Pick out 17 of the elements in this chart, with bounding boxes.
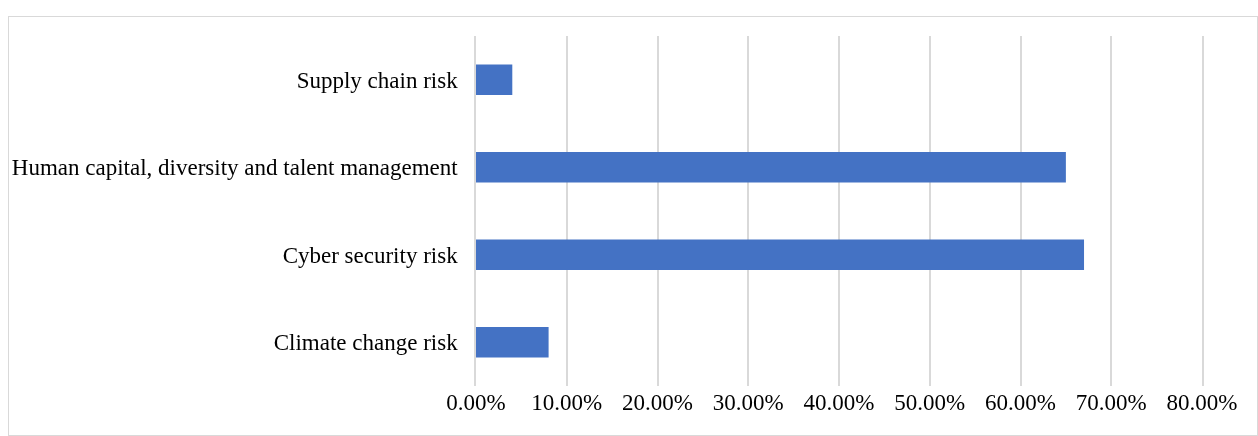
x-tick-label: 20.00% [622,390,693,415]
y-tick-label: Supply chain risk [296,67,459,93]
x-tick-label: 0.00% [446,390,506,415]
y-tick-label: Climate change risk [273,330,459,356]
y-tick-label: Cyber security risk [282,242,459,268]
x-tick-label: 70.00% [1075,390,1147,415]
x-tick-label: 10.00% [531,390,603,415]
x-tick-label: 80.00% [1166,390,1238,415]
bar [476,64,513,96]
x-tick-label: 30.00% [712,390,784,415]
bar [476,239,1085,271]
bar [476,326,549,358]
x-tick-label: 50.00% [894,390,966,415]
bar [476,151,1066,183]
x-tick-label: 40.00% [803,390,875,415]
y-tick-label: Human capital, diversity and talent management [11,155,459,181]
x-tick-label: 60.00% [985,390,1056,415]
